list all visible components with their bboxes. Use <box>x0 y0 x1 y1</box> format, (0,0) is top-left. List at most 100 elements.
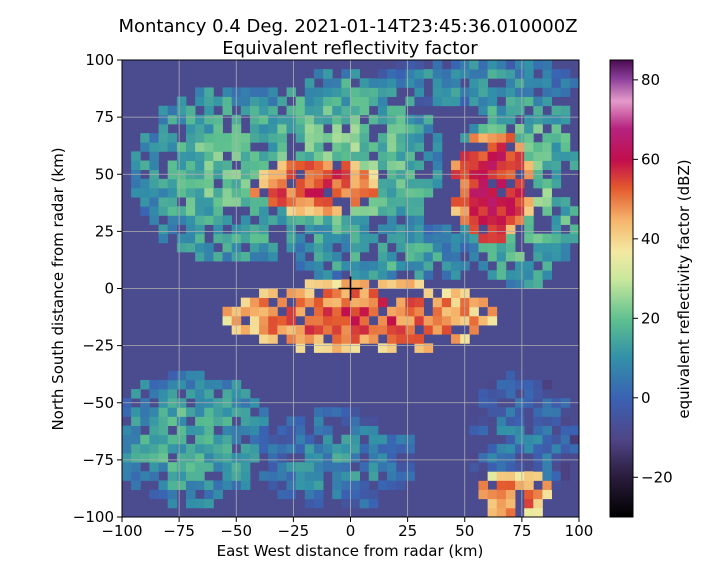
echo-cell <box>560 133 571 143</box>
echo-cell <box>368 78 379 88</box>
echo-cell <box>240 87 251 97</box>
echo-cell <box>332 78 342 88</box>
echo-cell <box>432 178 443 189</box>
echo-cell <box>441 288 452 299</box>
echo-cell <box>149 379 159 390</box>
echo-cell <box>515 480 525 490</box>
echo-cell <box>332 471 342 481</box>
echo-cell <box>496 261 507 271</box>
echo-cell <box>304 123 315 134</box>
echo-cell <box>176 160 187 171</box>
echo-cell <box>487 187 498 198</box>
echo-cell <box>396 105 406 116</box>
echo-cell <box>377 133 388 143</box>
echo-cell <box>140 187 150 198</box>
echo-cell <box>396 78 406 88</box>
echo-cell <box>451 270 461 280</box>
echo-cell <box>542 133 552 143</box>
echo-cell <box>195 215 205 225</box>
echo-cell <box>414 178 425 189</box>
echo-cell <box>341 471 351 481</box>
echo-cell <box>423 251 434 262</box>
echo-cell <box>332 315 342 326</box>
echo-cell <box>405 315 415 326</box>
echo-cell <box>569 443 579 454</box>
echo-cell <box>533 96 543 107</box>
echo-cell <box>277 462 287 472</box>
echo-cell <box>122 434 132 445</box>
echo-cell <box>405 325 415 335</box>
echo-cell <box>414 78 425 88</box>
echo-cell <box>542 87 552 97</box>
echo-cell <box>496 251 507 262</box>
echo-cell <box>515 270 525 280</box>
echo-cell <box>487 114 498 125</box>
echo-cell <box>176 425 187 436</box>
echo-cell <box>533 434 543 445</box>
echo-cell <box>496 60 507 70</box>
echo-cell <box>515 142 525 152</box>
echo-cell <box>505 87 516 97</box>
echo-cell <box>323 242 333 253</box>
echo-cell <box>249 114 260 125</box>
echo-cell <box>496 425 507 436</box>
echo-cell <box>377 279 388 289</box>
echo-cell <box>122 407 132 417</box>
echo-cell <box>405 242 415 253</box>
echo-cell <box>131 187 141 198</box>
echo-cell <box>423 96 434 107</box>
echo-cell <box>167 489 178 500</box>
echo-cell <box>478 178 488 189</box>
echo-cell <box>478 206 488 216</box>
echo-cell <box>341 462 351 472</box>
echo-cell <box>313 334 324 344</box>
echo-cell <box>533 251 543 262</box>
echo-cell <box>432 251 443 262</box>
echo-cell <box>341 142 351 152</box>
echo-cell <box>469 151 479 161</box>
x-tick-label: 75 <box>512 522 531 540</box>
echo-cell <box>368 261 379 271</box>
echo-cell <box>405 142 415 152</box>
echo-cell <box>524 215 534 225</box>
echo-cell <box>396 151 406 161</box>
echo-cell <box>542 434 552 445</box>
echo-cell <box>323 251 333 262</box>
echo-cell <box>313 69 324 79</box>
echo-cell <box>423 242 434 253</box>
echo-cell <box>533 105 543 116</box>
echo-cell <box>213 379 223 390</box>
echo-cell <box>268 471 278 481</box>
echo-cell <box>533 60 543 70</box>
echo-cell <box>469 407 479 417</box>
echo-cell <box>505 105 516 116</box>
echo-cell <box>149 178 159 189</box>
echo-cell <box>505 498 516 509</box>
echo-cell <box>286 443 297 454</box>
echo-cell <box>405 334 415 344</box>
echo-cell <box>185 151 196 161</box>
echo-cell <box>313 416 324 426</box>
echo-cell <box>542 261 552 271</box>
echo-cell <box>313 343 324 353</box>
x-tick-label: −75 <box>163 522 195 540</box>
echo-cell <box>277 453 287 463</box>
echo-cell <box>469 78 479 88</box>
echo-cell <box>359 224 370 235</box>
echo-cell <box>359 288 370 299</box>
echo-cell <box>222 251 233 262</box>
echo-cell <box>195 453 205 463</box>
echo-cell <box>240 233 251 244</box>
echo-cell <box>240 425 251 436</box>
echo-cell <box>341 78 351 88</box>
echo-cell <box>423 114 434 125</box>
echo-cell <box>505 197 516 207</box>
echo-cell <box>277 443 287 454</box>
echo-cell <box>176 142 187 152</box>
echo-cell <box>469 315 479 326</box>
echo-cell <box>560 416 571 426</box>
echo-cell <box>313 261 324 271</box>
echo-cell <box>551 443 562 454</box>
echo-cell <box>140 206 150 216</box>
echo-cell <box>204 425 214 436</box>
